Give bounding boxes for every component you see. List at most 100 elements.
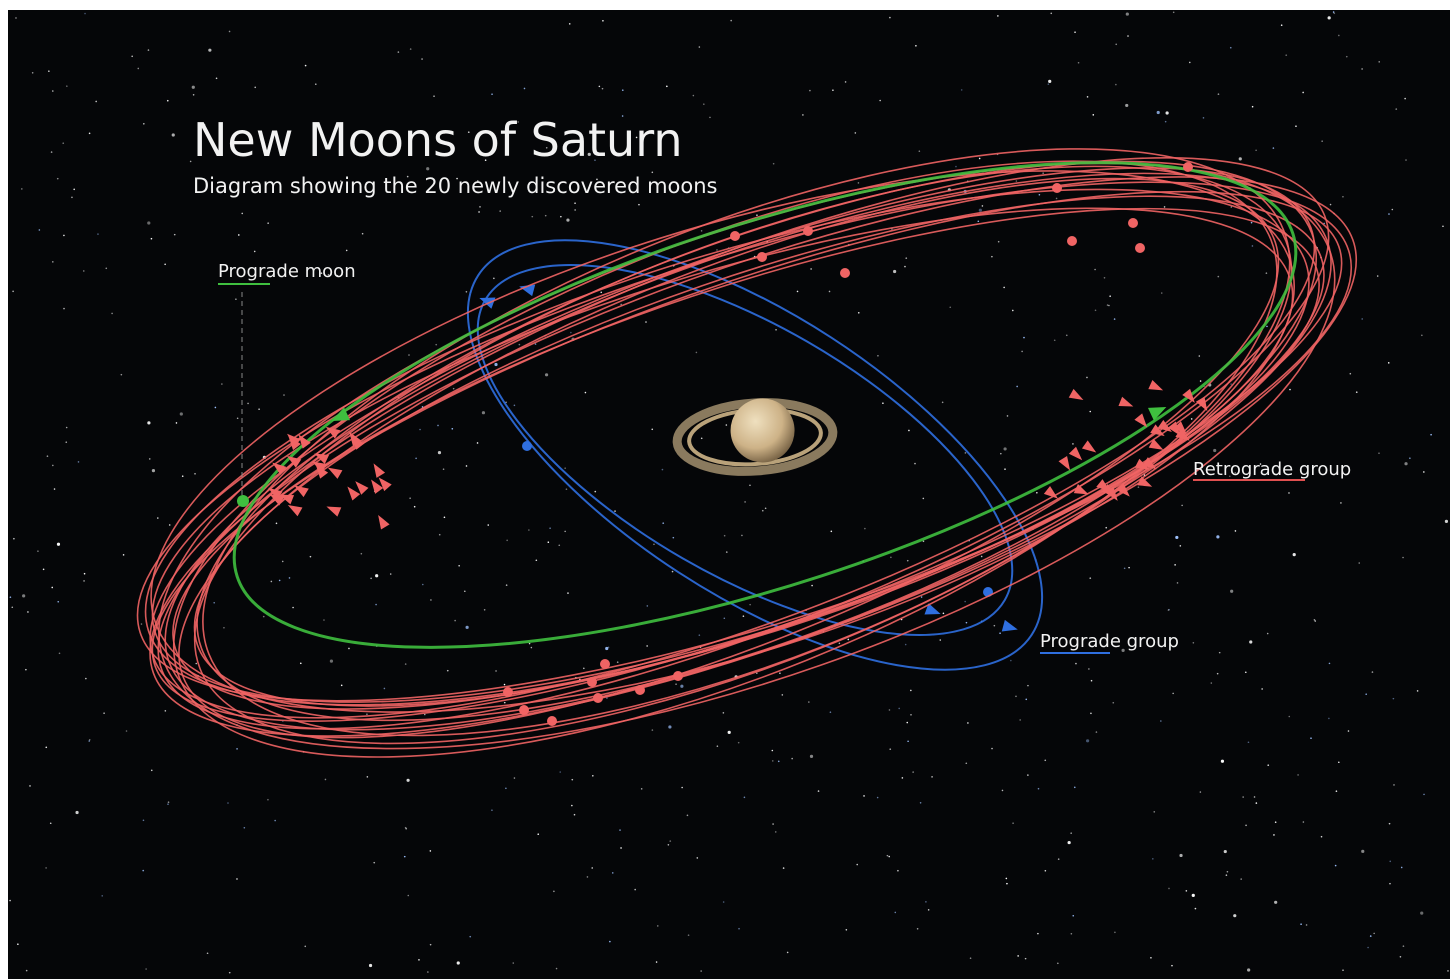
star bbox=[1361, 318, 1363, 320]
star bbox=[176, 422, 178, 424]
star bbox=[964, 601, 966, 603]
star bbox=[27, 611, 29, 613]
star bbox=[545, 215, 547, 217]
star bbox=[457, 961, 460, 964]
star bbox=[57, 178, 59, 180]
star bbox=[1273, 834, 1275, 836]
star bbox=[1138, 486, 1140, 488]
star bbox=[305, 65, 307, 67]
star bbox=[701, 230, 703, 232]
star bbox=[367, 776, 369, 778]
star bbox=[898, 708, 900, 710]
star bbox=[908, 430, 910, 432]
star bbox=[1417, 690, 1419, 692]
star bbox=[743, 615, 745, 617]
star bbox=[216, 77, 218, 79]
star bbox=[775, 329, 777, 331]
star bbox=[1056, 198, 1058, 200]
star bbox=[756, 214, 758, 216]
star bbox=[348, 648, 350, 650]
moon bbox=[840, 268, 850, 278]
moon bbox=[1052, 183, 1062, 193]
star bbox=[1168, 609, 1170, 611]
star bbox=[1088, 668, 1090, 670]
star bbox=[1191, 418, 1193, 420]
star bbox=[73, 189, 75, 191]
star bbox=[1150, 957, 1152, 959]
star bbox=[553, 891, 555, 893]
star bbox=[797, 291, 799, 293]
star bbox=[221, 383, 223, 385]
star bbox=[863, 795, 865, 797]
star bbox=[1240, 878, 1242, 880]
star bbox=[208, 49, 211, 52]
star bbox=[1423, 794, 1425, 796]
star bbox=[1321, 836, 1323, 838]
star bbox=[1010, 660, 1012, 662]
star bbox=[566, 488, 568, 490]
star bbox=[791, 758, 793, 760]
star bbox=[1224, 850, 1227, 853]
star bbox=[12, 291, 14, 293]
star bbox=[1219, 652, 1221, 654]
star bbox=[571, 805, 573, 807]
star bbox=[907, 740, 909, 742]
star bbox=[991, 748, 993, 750]
star bbox=[84, 573, 86, 575]
star bbox=[549, 527, 551, 529]
star bbox=[1266, 272, 1268, 274]
star bbox=[877, 797, 879, 799]
star bbox=[487, 524, 489, 526]
star bbox=[454, 620, 456, 622]
star bbox=[1403, 945, 1405, 947]
star bbox=[408, 354, 410, 356]
star bbox=[545, 373, 548, 376]
star bbox=[458, 565, 460, 567]
star bbox=[528, 529, 530, 531]
star bbox=[829, 291, 831, 293]
star bbox=[939, 639, 941, 641]
star bbox=[535, 343, 537, 345]
star bbox=[657, 925, 659, 927]
star bbox=[699, 46, 701, 48]
star bbox=[506, 584, 508, 586]
star bbox=[1025, 699, 1027, 701]
star bbox=[254, 251, 256, 253]
star bbox=[409, 497, 411, 499]
star bbox=[1181, 505, 1183, 507]
star bbox=[672, 571, 674, 573]
star bbox=[997, 15, 999, 17]
star bbox=[373, 862, 375, 864]
star bbox=[151, 770, 153, 772]
star bbox=[1086, 739, 1089, 742]
star bbox=[830, 711, 832, 713]
star bbox=[167, 100, 169, 102]
star bbox=[921, 596, 923, 598]
star bbox=[157, 517, 159, 519]
star bbox=[1388, 362, 1390, 364]
star bbox=[925, 901, 927, 903]
star bbox=[775, 831, 777, 833]
star bbox=[390, 573, 392, 575]
star bbox=[50, 822, 52, 824]
star bbox=[906, 722, 908, 724]
star bbox=[1115, 84, 1117, 86]
star bbox=[1108, 305, 1110, 307]
moon bbox=[1183, 162, 1193, 172]
star bbox=[1048, 80, 1051, 83]
star bbox=[63, 308, 65, 310]
star bbox=[910, 714, 912, 716]
star bbox=[749, 484, 751, 486]
star bbox=[229, 972, 231, 974]
star bbox=[652, 729, 654, 731]
star bbox=[491, 93, 493, 95]
diagram: New Moons of Saturn Diagram showing the … bbox=[0, 0, 1456, 979]
star bbox=[889, 748, 891, 750]
star bbox=[1057, 962, 1059, 964]
star bbox=[1003, 447, 1006, 450]
star bbox=[477, 442, 479, 444]
star bbox=[238, 234, 240, 236]
star bbox=[84, 13, 86, 15]
star bbox=[591, 867, 593, 869]
star bbox=[566, 218, 569, 221]
